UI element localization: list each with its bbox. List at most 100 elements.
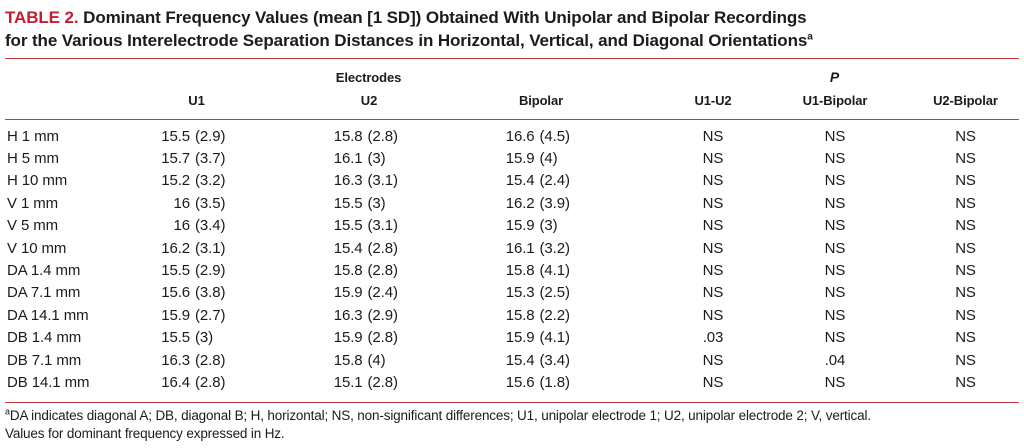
column-header-row: U1 U2 Bipolar U1-U2 U1-Bipolar U2-Bipola…: [5, 86, 1020, 120]
p-u1-bipolar: NS: [824, 329, 846, 347]
footnote-line-1: aDA indicates diagonal A; DB, diagonal B…: [5, 407, 1019, 425]
col-header-u2-bipolar: U2-Bipolar: [872, 86, 1020, 120]
bipolar-value: 16.6 (4.5): [505, 127, 570, 145]
p-u1-bipolar: NS: [824, 217, 846, 235]
row-label: V 5 mm: [7, 217, 59, 235]
dominant-frequency-table: Electrodes P U1 U2 Bipolar U1-U2 U1-Bipo…: [5, 58, 1020, 403]
col-header-u1: U1: [109, 86, 284, 120]
table-row: DB 7.1 mm 16.3 (2.8) 15.8 (4) 15.4 (3.4) NS…: [5, 349, 1019, 371]
p-u1-bipolar: NS: [824, 284, 846, 302]
p-u1-bipolar: NS: [824, 262, 846, 280]
table-row: V 5 mm 16 (3.4) 15.5 (3.1) 15.9 (3) NS NS N…: [5, 215, 1019, 237]
bipolar-value: 15.6 (1.8): [505, 373, 570, 391]
title-superscript-a: a: [807, 31, 813, 43]
p-u2-bipolar: NS: [955, 150, 976, 168]
p-u1-bipolar: .04: [824, 351, 846, 369]
empty-header-cell: [5, 59, 109, 87]
p-u1-u2: NS: [702, 306, 724, 324]
p-u1-u2: NS: [702, 262, 724, 280]
p-u2-bipolar: NS: [955, 194, 976, 212]
u1-value: 15.2 (3.2): [161, 172, 226, 190]
p-u2-bipolar: NS: [955, 239, 976, 257]
col-header-bipolar: Bipolar: [454, 86, 628, 120]
title-line-2: for the Various Interelectrode Separatio…: [5, 29, 1019, 52]
title-line-1: TABLE 2. Dominant Frequency Values (mean…: [5, 6, 1019, 29]
p-u2-bipolar: NS: [955, 127, 976, 145]
table-row: DA 7.1 mm 15.6 (3.8) 15.9 (2.4) 15.3 (2.5) …: [5, 282, 1019, 304]
table-row: H 1 mm 15.5 (2.9) 15.8 (2.8) 16.6 (4.5) NS …: [5, 120, 1019, 148]
bipolar-value: 15.3 (2.5): [505, 284, 570, 302]
p-u1-bipolar: NS: [824, 306, 846, 324]
p-u2-bipolar: NS: [955, 351, 976, 369]
p-u1-u2: NS: [702, 239, 724, 257]
table-row: DB 1.4 mm 15.5 (3) 15.9 (2.8) 15.9 (4.1) .0…: [5, 327, 1019, 349]
p-u1-u2: NS: [702, 194, 724, 212]
p-u2-bipolar: NS: [955, 172, 976, 190]
bipolar-value: 16.2 (3.9): [505, 194, 570, 212]
row-label: H 1 mm: [7, 127, 59, 145]
row-label: DA 1.4 mm: [7, 262, 81, 280]
row-label: H 5 mm: [7, 150, 59, 168]
p-u1-u2: NS: [702, 284, 724, 302]
p-u2-bipolar: NS: [955, 217, 976, 235]
u1-value: 15.9 (2.7): [161, 306, 226, 324]
bipolar-value: 15.8 (4.1): [505, 262, 570, 280]
p-u1-bipolar: NS: [824, 373, 846, 391]
u2-value: 15.8 (4): [333, 351, 386, 369]
p-u1-bipolar: NS: [824, 172, 846, 190]
table-footnote: aDA indicates diagonal A; DB, diagonal B…: [5, 407, 1019, 443]
u2-value: 16.3 (2.9): [333, 306, 398, 324]
u1-value: 16.2 (3.1): [161, 239, 226, 257]
table-row: DA 14.1 mm 15.9 (2.7) 16.3 (2.9) 15.8 (2.2)…: [5, 304, 1019, 326]
col-header-u1-bipolar: U1-Bipolar: [798, 86, 872, 120]
col-header-u2: U2: [284, 86, 454, 120]
row-label: DA 14.1 mm: [7, 306, 89, 324]
group-header-row: Electrodes P: [5, 59, 1019, 87]
u1-value: 15.5 (2.9): [161, 262, 226, 280]
bipolar-value: 15.9 (3): [505, 217, 558, 235]
p-u1-u2: NS: [702, 150, 724, 168]
footnote-line-2: Values for dominant frequency expressed …: [5, 425, 1019, 443]
u2-value: 15.5 (3): [333, 194, 386, 212]
table-row: DA 1.4 mm 15.5 (2.9) 15.8 (2.8) 15.8 (4.1) …: [5, 259, 1019, 281]
footnote-superscript-a: a: [5, 406, 10, 417]
p-u1-u2: NS: [702, 373, 724, 391]
table-row: DB 14.1 mm 16.4 (2.8) 15.1 (2.8) 15.6 (1.8)…: [5, 371, 1019, 402]
table-title: TABLE 2. Dominant Frequency Values (mean…: [5, 6, 1019, 52]
table-row: V 10 mm 16.2 (3.1) 15.4 (2.8) 16.1 (3.2) NS…: [5, 237, 1019, 259]
bipolar-value: 15.4 (3.4): [505, 351, 570, 369]
p-u2-bipolar: NS: [955, 262, 976, 280]
p-group-header: P: [829, 69, 840, 85]
u2-value: 15.1 (2.8): [333, 373, 398, 391]
u2-value: 16.1 (3): [333, 150, 386, 168]
p-u1-u2: .03: [702, 329, 724, 347]
table-body: H 1 mm 15.5 (2.9) 15.8 (2.8) 16.6 (4.5) NS …: [5, 120, 1019, 403]
row-label: DA 7.1 mm: [7, 284, 81, 302]
u2-value: 15.9 (2.4): [333, 284, 398, 302]
row-label: DB 7.1 mm: [7, 351, 82, 369]
p-u1-u2: NS: [702, 127, 724, 145]
p-u1-bipolar: NS: [824, 194, 846, 212]
p-u1-bipolar: NS: [824, 150, 846, 168]
p-u1-u2: NS: [702, 172, 724, 190]
p-u2-bipolar: NS: [955, 284, 976, 302]
p-u2-bipolar: NS: [955, 306, 976, 324]
u1-value: 16.4 (2.8): [161, 373, 226, 391]
u1-value: 15.6 (3.8): [161, 284, 226, 302]
row-label: DB 14.1 mm: [7, 373, 90, 391]
p-u2-bipolar: NS: [955, 373, 976, 391]
bipolar-value: 15.4 (2.4): [505, 172, 570, 190]
u2-value: 15.9 (2.8): [333, 329, 398, 347]
u1-value: 15.5 (2.9): [161, 127, 226, 145]
title-text-line2: for the Various Interelectrode Separatio…: [5, 31, 808, 50]
empty-header-cell: [5, 86, 109, 120]
u2-value: 15.4 (2.8): [333, 239, 398, 257]
bipolar-value: 15.9 (4): [505, 150, 558, 168]
table-header: Electrodes P U1 U2 Bipolar U1-U2 U1-Bipo…: [5, 59, 1020, 120]
p-u1-bipolar: NS: [824, 239, 846, 257]
table-row: H 10 mm 15.2 (3.2) 16.3 (3.1) 15.4 (2.4) NS…: [5, 170, 1019, 192]
u2-value: 15.8 (2.8): [333, 127, 398, 145]
p-u1-u2: NS: [702, 351, 724, 369]
col-header-u1-u2: U1-U2: [628, 86, 798, 120]
